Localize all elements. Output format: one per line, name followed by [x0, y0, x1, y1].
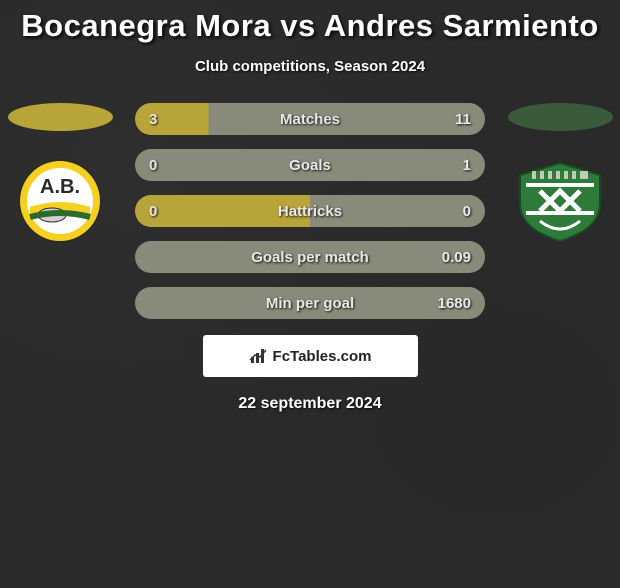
subtitle: Club competitions, Season 2024 [0, 58, 620, 75]
stat-right-value: 0 [463, 203, 471, 220]
stat-label: Goals [135, 157, 485, 174]
stat-row: 0Hattricks0 [135, 195, 485, 227]
stat-right-value: 1 [463, 157, 471, 174]
stat-right-value: 11 [455, 111, 471, 128]
svg-text:A.B.: A.B. [40, 176, 80, 198]
stat-label: Hattricks [135, 203, 485, 220]
stat-left-value: 3 [149, 111, 157, 128]
stat-row: Goals per match0.09 [135, 241, 485, 273]
team-left-ellipse [8, 103, 113, 131]
team-right-column [500, 103, 620, 244]
team-left-column: A.B. [0, 103, 120, 244]
page-title: Bocanegra Mora vs Andres Sarmiento [0, 8, 620, 44]
stat-right-value: 1680 [438, 295, 471, 312]
stat-right-value: 0.09 [442, 249, 471, 266]
stat-left-value: 0 [149, 203, 157, 220]
team-left-badge: A.B. [10, 159, 110, 244]
chart-icon [249, 347, 269, 365]
team-right-badge [510, 159, 610, 244]
stat-rows: 3Matches110Goals10Hattricks0Goals per ma… [135, 103, 485, 319]
stat-row: 0Goals1 [135, 149, 485, 181]
source-text: FcTables.com [273, 348, 372, 365]
comparison-content: A.B. 3Matches110Goals10Hattricks0Goals p… [0, 103, 620, 413]
source-box[interactable]: FcTables.com [203, 335, 418, 377]
stat-label: Goals per match [135, 249, 485, 266]
stat-label: Min per goal [135, 295, 485, 312]
stat-left-value: 0 [149, 157, 157, 174]
team-right-ellipse [508, 103, 613, 131]
stat-row: Min per goal1680 [135, 287, 485, 319]
date-text: 22 september 2024 [0, 395, 620, 413]
stat-row: 3Matches11 [135, 103, 485, 135]
stat-label: Matches [135, 111, 485, 128]
